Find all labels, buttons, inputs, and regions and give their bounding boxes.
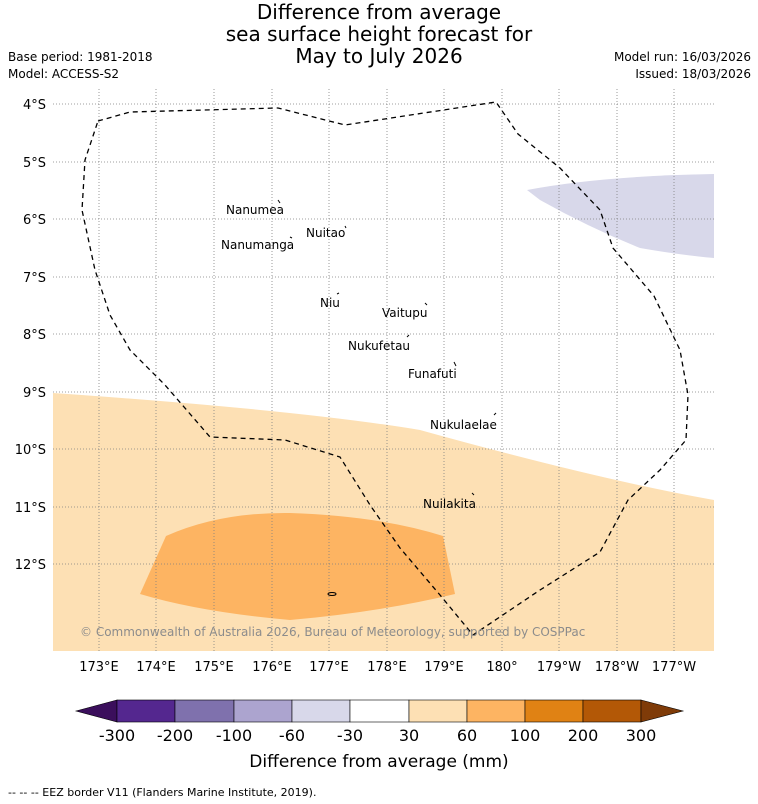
place-label: Nukufetau <box>348 339 410 353</box>
place-label: Nanumea <box>226 203 284 217</box>
place-label: Vaitupu <box>382 306 428 320</box>
island-nukulaelae <box>493 412 497 416</box>
colorbar-swatch <box>582 699 642 723</box>
island-vaitupu <box>424 302 428 306</box>
lon-label: 177°W <box>652 660 696 675</box>
island-funafuti <box>453 361 457 367</box>
colorbar: -300 -200 -100 -60 -30 30 60 100 200 300… <box>74 699 685 772</box>
copyright-notice: © Commonwealth of Australia 2026, Bureau… <box>80 625 585 639</box>
lat-label: 9°S <box>23 386 46 401</box>
lon-label: 176°E <box>252 660 292 675</box>
colorbar-swatch <box>291 699 351 723</box>
colorbar-label: Difference from average (mm) <box>249 752 508 772</box>
issued-date: Issued: 18/03/2026 <box>635 67 751 81</box>
lat-label: 12°S <box>15 558 46 573</box>
place-label: Nuilakita <box>423 497 476 511</box>
lat-label: 10°S <box>15 443 46 458</box>
colorbar-swatch <box>174 699 235 723</box>
lon-label: 177°E <box>309 660 349 675</box>
colorbar-tick: -30 <box>337 726 363 745</box>
colorbar-tick: -300 <box>99 726 135 745</box>
place-label: Nanumanga <box>221 238 294 252</box>
colorbar-tick: 30 <box>399 726 419 745</box>
island-nuilakita <box>471 492 475 496</box>
eez-legend: -- -- -- EEZ border V11 (Flanders Marine… <box>8 786 317 799</box>
eez-border <box>81 101 689 636</box>
islands <box>277 199 497 596</box>
colorbar-swatch <box>408 699 468 723</box>
model-name: Model: ACCESS-S2 <box>8 67 120 81</box>
place-label: Nukulaelae <box>430 418 497 432</box>
title-line-1: Difference from average <box>256 0 502 24</box>
lon-label: 180° <box>486 660 517 675</box>
title-line-2: sea surface height forecast for <box>225 22 533 46</box>
lon-label: 179°W <box>537 660 581 675</box>
model-run: Model run: 16/03/2026 <box>613 50 751 64</box>
lon-label: 178°E <box>367 660 407 675</box>
colorbar-tick: 300 <box>626 726 657 745</box>
lat-label: 4°S <box>23 98 46 113</box>
colorbar-tick: 100 <box>510 726 541 745</box>
island-nanumanga <box>289 236 293 239</box>
lat-label: 5°S <box>23 156 46 171</box>
colorbar-swatch <box>524 699 584 723</box>
island-nukufetau <box>406 334 410 338</box>
map: Nanumea Nuitao Nanumanga Niu Vaitupu Nuk… <box>15 89 714 675</box>
colorbar-swatch <box>116 699 176 723</box>
colorbar-swatch <box>466 699 526 723</box>
colorbar-arrow-high <box>640 699 685 723</box>
place-label: Niu <box>320 296 340 310</box>
island-nanumea <box>277 199 281 204</box>
anomaly-region-60-100 <box>140 512 455 620</box>
colorbar-swatch <box>233 699 293 723</box>
lon-label: 179°E <box>424 660 464 675</box>
anomaly-region-neg-30-60 <box>527 174 714 258</box>
lat-label: 11°S <box>15 501 46 516</box>
colorbar-tick: 200 <box>568 726 599 745</box>
colorbar-arrow-low <box>74 699 118 723</box>
lat-label: 8°S <box>23 328 46 343</box>
island-nuitao <box>344 225 347 229</box>
base-period: Base period: 1981-2018 <box>8 50 153 64</box>
lat-label: 6°S <box>23 213 46 228</box>
lon-grid <box>98 89 675 651</box>
place-label: Funafuti <box>408 367 457 381</box>
lon-label: 175°E <box>194 660 234 675</box>
lat-grid <box>53 103 714 565</box>
colorbar-tick: -60 <box>279 726 305 745</box>
title-line-3: May to July 2026 <box>295 44 463 68</box>
lon-label: 173°E <box>79 660 119 675</box>
colorbar-tick: 60 <box>457 726 477 745</box>
lon-label: 174°E <box>136 660 176 675</box>
island-niu <box>336 292 340 295</box>
colorbar-tick: -100 <box>216 726 252 745</box>
place-label: Nuitao <box>306 226 345 240</box>
island-reef <box>327 592 337 596</box>
colorbar-tick: -200 <box>157 726 193 745</box>
colorbar-swatch <box>349 699 410 723</box>
lat-label: 7°S <box>23 271 46 286</box>
lon-label: 178°W <box>595 660 639 675</box>
